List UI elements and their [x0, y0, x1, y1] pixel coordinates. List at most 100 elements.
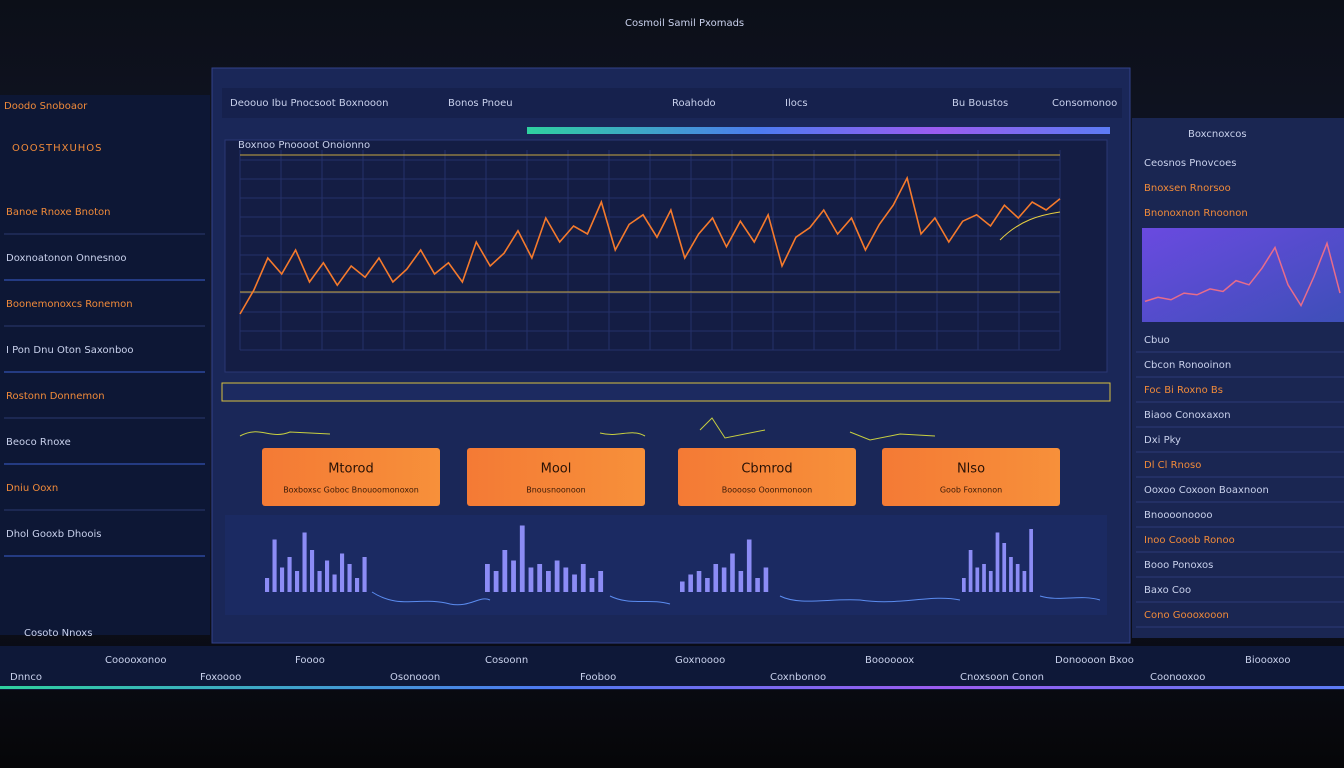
price-line	[239, 175, 1061, 315]
bar	[680, 581, 685, 592]
bar	[598, 571, 604, 592]
bar	[310, 550, 315, 592]
right-item: Baxo Coo	[1144, 585, 1191, 596]
top-title: Cosmoil	[625, 18, 665, 29]
bar	[325, 560, 330, 592]
button-title: Mtorod	[328, 462, 374, 477]
bar	[580, 564, 586, 592]
bar	[537, 564, 543, 592]
footer-item[interactable]: Foooo	[295, 655, 325, 666]
action-button[interactable]	[467, 448, 645, 506]
bar	[713, 564, 719, 592]
bar	[546, 571, 551, 592]
bar	[485, 564, 490, 592]
bar	[340, 553, 345, 592]
footer-strip	[0, 686, 1344, 689]
left-item: Doxnoatonon Onnesnoo	[6, 253, 127, 264]
trend-line	[999, 211, 1061, 241]
footer-item[interactable]: Dnnco	[10, 672, 42, 683]
right-item: Foc Bi Roxno Bs	[1144, 385, 1223, 396]
right-item: Booo Ponoxos	[1144, 560, 1213, 571]
bar	[317, 571, 322, 592]
main-header: Deoouo Ibu Pnocsoot Boxnooon	[230, 98, 389, 109]
bar	[1029, 529, 1033, 592]
main-header-bar	[222, 88, 1122, 118]
bar	[763, 567, 769, 592]
right-item: Ooxoo Coxoon Boaxnoon	[1144, 485, 1269, 496]
footer-item[interactable]: Coonooxoo	[1150, 672, 1205, 683]
bar	[295, 571, 300, 592]
bar	[563, 567, 569, 592]
bar	[746, 539, 752, 592]
footer-item[interactable]: Cosoonn	[485, 655, 528, 666]
bar	[572, 574, 577, 592]
bar	[280, 567, 285, 592]
right-item: Biaoo Conoxaxon	[1144, 410, 1231, 421]
bar	[982, 564, 986, 592]
mini-chart-area	[1142, 228, 1344, 322]
tab[interactable]: Consomonoo	[1052, 98, 1117, 109]
right-item: Inoo Cooob Ronoo	[1144, 535, 1235, 546]
bar	[589, 578, 595, 592]
left-item: I Pon Dnu Oton Saxonboo	[6, 345, 134, 356]
left-panel	[0, 95, 210, 635]
tab[interactable]: Roahodo	[672, 98, 716, 109]
footer-bar	[0, 646, 1344, 690]
footer-item[interactable]: Cooooxonoo	[105, 655, 166, 666]
mini-line	[1144, 240, 1341, 308]
right-top-item: Bnonoxnon Rnoonon	[1144, 208, 1248, 219]
footer-item[interactable]: Goxnoooo	[675, 655, 725, 666]
button-subtitle: Goob Foxnonon	[940, 486, 1002, 495]
right-item: Dxi Pky	[1144, 435, 1181, 446]
tab[interactable]: Bonos Pnoeu	[448, 98, 513, 109]
bar	[755, 578, 760, 592]
progress-strip	[527, 127, 1110, 134]
footer-item[interactable]: Osonooon	[390, 672, 440, 683]
right-panel	[1132, 118, 1344, 638]
bar	[519, 525, 525, 592]
footer-item[interactable]: Coxnbonoo	[770, 672, 826, 683]
bar-chart-area	[225, 515, 1107, 615]
left-item: Beoco Rnoxe	[6, 437, 71, 448]
right-item: Bnoooonoooo	[1144, 510, 1212, 521]
bar	[554, 560, 560, 592]
left-item: Rostonn Donnemon	[6, 391, 105, 402]
right-top-item: Bnoxsen Rnorsoo	[1144, 183, 1231, 194]
bar	[1015, 564, 1020, 592]
footer-item[interactable]: Boooooox	[865, 655, 914, 666]
footer-item[interactable]: Fooboo	[580, 672, 616, 683]
action-button[interactable]	[678, 448, 856, 506]
left-item: Dhol Gooxb Dhoois	[6, 529, 102, 540]
bar	[968, 550, 973, 592]
action-button[interactable]	[262, 448, 440, 506]
button-subtitle: Boxboxsc Goboc Bnouoomonoxon	[283, 486, 419, 495]
wave-line	[371, 591, 1101, 606]
bar	[511, 560, 516, 592]
button-title: Nlso	[957, 462, 985, 477]
bar	[528, 567, 534, 592]
right-item: Dl Cl Rnoso	[1144, 460, 1201, 471]
tab[interactable]: Ilocs	[785, 98, 808, 109]
left-item: Banoe Rnoxe Bnoton	[6, 207, 111, 218]
footer-item[interactable]: Cnoxsoon Conon	[960, 672, 1044, 683]
left-item: Boonemonoxcs Ronemon	[6, 299, 133, 310]
footer-item[interactable]: Foxoooo	[200, 672, 241, 683]
left-header: Doodo Snoboaor	[4, 101, 88, 112]
bar	[688, 574, 693, 592]
action-button[interactable]	[882, 448, 1060, 506]
footer-item[interactable]: Donoooon Bxoo	[1055, 655, 1134, 666]
bar	[362, 557, 367, 592]
bar	[502, 550, 508, 592]
button-subtitle: Bnousnoonoon	[526, 486, 585, 495]
bar	[696, 571, 702, 592]
button-title: Cbmrod	[741, 462, 792, 477]
top-subtitle: Samil Pxomads	[668, 18, 744, 29]
footer-item[interactable]: Bioooxoo	[1245, 655, 1291, 666]
chart-title: Boxnoo Pnoooot Onoionno	[238, 140, 370, 151]
sparklines	[239, 417, 936, 441]
bar	[962, 578, 966, 592]
bar	[721, 567, 727, 592]
tab[interactable]: Bu Boustos	[952, 98, 1008, 109]
right-item: Cono Goooxooon	[1144, 610, 1229, 621]
